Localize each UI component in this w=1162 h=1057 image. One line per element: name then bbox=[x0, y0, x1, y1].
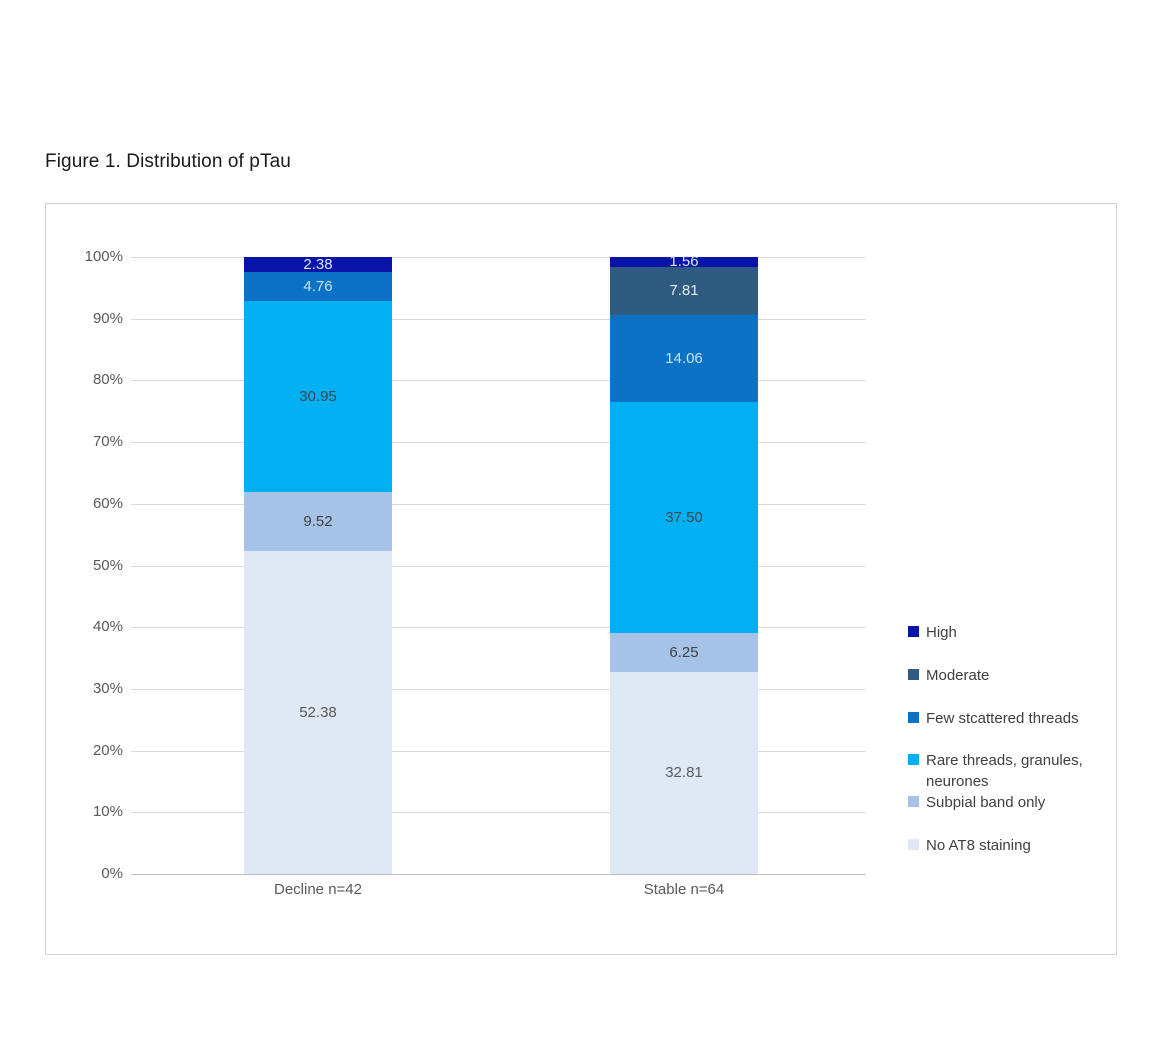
legend-item: No AT8 staining bbox=[908, 835, 1031, 856]
gridline bbox=[131, 503, 866, 505]
figure-title: Figure 1. Distribution of pTau bbox=[45, 151, 291, 172]
legend-swatch-icon bbox=[908, 712, 919, 723]
legend-label: High bbox=[926, 624, 957, 641]
segment-value-label: 37.50 bbox=[665, 508, 703, 526]
bar-segment: 52.38 bbox=[244, 550, 392, 874]
bar-segment: 6.25 bbox=[610, 633, 758, 672]
y-tick-label: 60% bbox=[92, 494, 123, 512]
plot-area: 0% 10% 20% 30% 40% 50% 60% 70% 80% 90% 100% 52.38 9.… bbox=[85, 248, 866, 898]
legend-item: Rare threads, granules, neurones bbox=[908, 750, 1098, 792]
legend-label: Moderate bbox=[926, 667, 990, 684]
y-tick-label: 10% bbox=[92, 803, 123, 821]
y-tick-label: 90% bbox=[92, 309, 123, 327]
gridline bbox=[131, 750, 866, 752]
bar: 52.38 9.52 30.95 4.76 2.38 bbox=[244, 257, 392, 874]
segment-value-label: 6.25 bbox=[669, 643, 699, 661]
y-tick-label: 100% bbox=[84, 248, 123, 265]
legend-swatch-icon bbox=[908, 626, 919, 637]
bar-segment: 37.50 bbox=[610, 401, 758, 633]
y-tick-label: 50% bbox=[92, 556, 123, 574]
legend-label: Subpial band only bbox=[926, 794, 1046, 811]
legend-item: Few stcattered threads bbox=[908, 708, 1079, 729]
segment-value-label: 2.38 bbox=[303, 255, 333, 273]
x-category-label: Decline n=42 bbox=[274, 881, 362, 898]
bar: 32.81 6.25 37.50 14.06 7.81 1.56 bbox=[610, 253, 758, 874]
bar-segment: 1.56 bbox=[610, 253, 758, 271]
y-tick-label: 40% bbox=[92, 618, 123, 636]
segment-value-label: 32.81 bbox=[665, 764, 703, 782]
segment-value-label: 9.52 bbox=[303, 512, 333, 530]
legend-swatch-icon bbox=[908, 669, 919, 680]
bar-segment: 2.38 bbox=[244, 257, 392, 272]
gridline bbox=[131, 380, 866, 382]
bar-segment: 9.52 bbox=[244, 492, 392, 551]
gridline bbox=[131, 442, 866, 444]
y-tick-label: 0% bbox=[101, 865, 123, 882]
bar-segment: 32.81 bbox=[610, 671, 758, 874]
gridline bbox=[131, 257, 866, 258]
legend-item: Moderate bbox=[908, 665, 989, 686]
segment-value-label: 4.76 bbox=[303, 277, 333, 295]
legend-swatch-icon bbox=[908, 754, 919, 765]
legend-item: High bbox=[908, 622, 957, 643]
gridline bbox=[131, 565, 866, 567]
segment-value-label: 1.56 bbox=[669, 253, 699, 271]
gridline bbox=[131, 627, 866, 629]
bar-segment: 7.81 bbox=[610, 266, 758, 315]
y-tick-label: 70% bbox=[92, 433, 123, 451]
bar-segment: 30.95 bbox=[244, 301, 392, 493]
segment-value-label: 14.06 bbox=[665, 349, 703, 367]
y-tick-label: 80% bbox=[92, 371, 123, 389]
bar-segment: 4.76 bbox=[244, 271, 392, 302]
segment-value-label: 7.81 bbox=[669, 282, 699, 300]
segment-value-label: 30.95 bbox=[299, 388, 337, 406]
legend: High Moderate Few stcattered threads Rare t… bbox=[908, 204, 1113, 954]
gridline bbox=[131, 688, 866, 690]
y-tick-label: 20% bbox=[92, 741, 123, 759]
gridline bbox=[131, 318, 866, 320]
segment-value-label: 52.38 bbox=[299, 703, 337, 721]
legend-swatch-icon bbox=[908, 839, 919, 850]
legend-label: No AT8 staining bbox=[926, 837, 1031, 854]
gridline bbox=[131, 812, 866, 814]
legend-label: Rare threads, granules, neurones bbox=[926, 752, 1083, 790]
legend-item: Subpial band only bbox=[908, 792, 1045, 813]
y-tick-label: 30% bbox=[92, 679, 123, 697]
chart-frame: 0% 10% 20% 30% 40% 50% 60% 70% 80% 90% 100% 52.38 9.… bbox=[45, 203, 1117, 955]
bar-segment: 14.06 bbox=[610, 314, 758, 402]
gridline bbox=[131, 874, 866, 875]
legend-label: Few stcattered threads bbox=[926, 710, 1079, 727]
x-category-label: Stable n=64 bbox=[643, 881, 725, 898]
legend-swatch-icon bbox=[908, 796, 919, 807]
